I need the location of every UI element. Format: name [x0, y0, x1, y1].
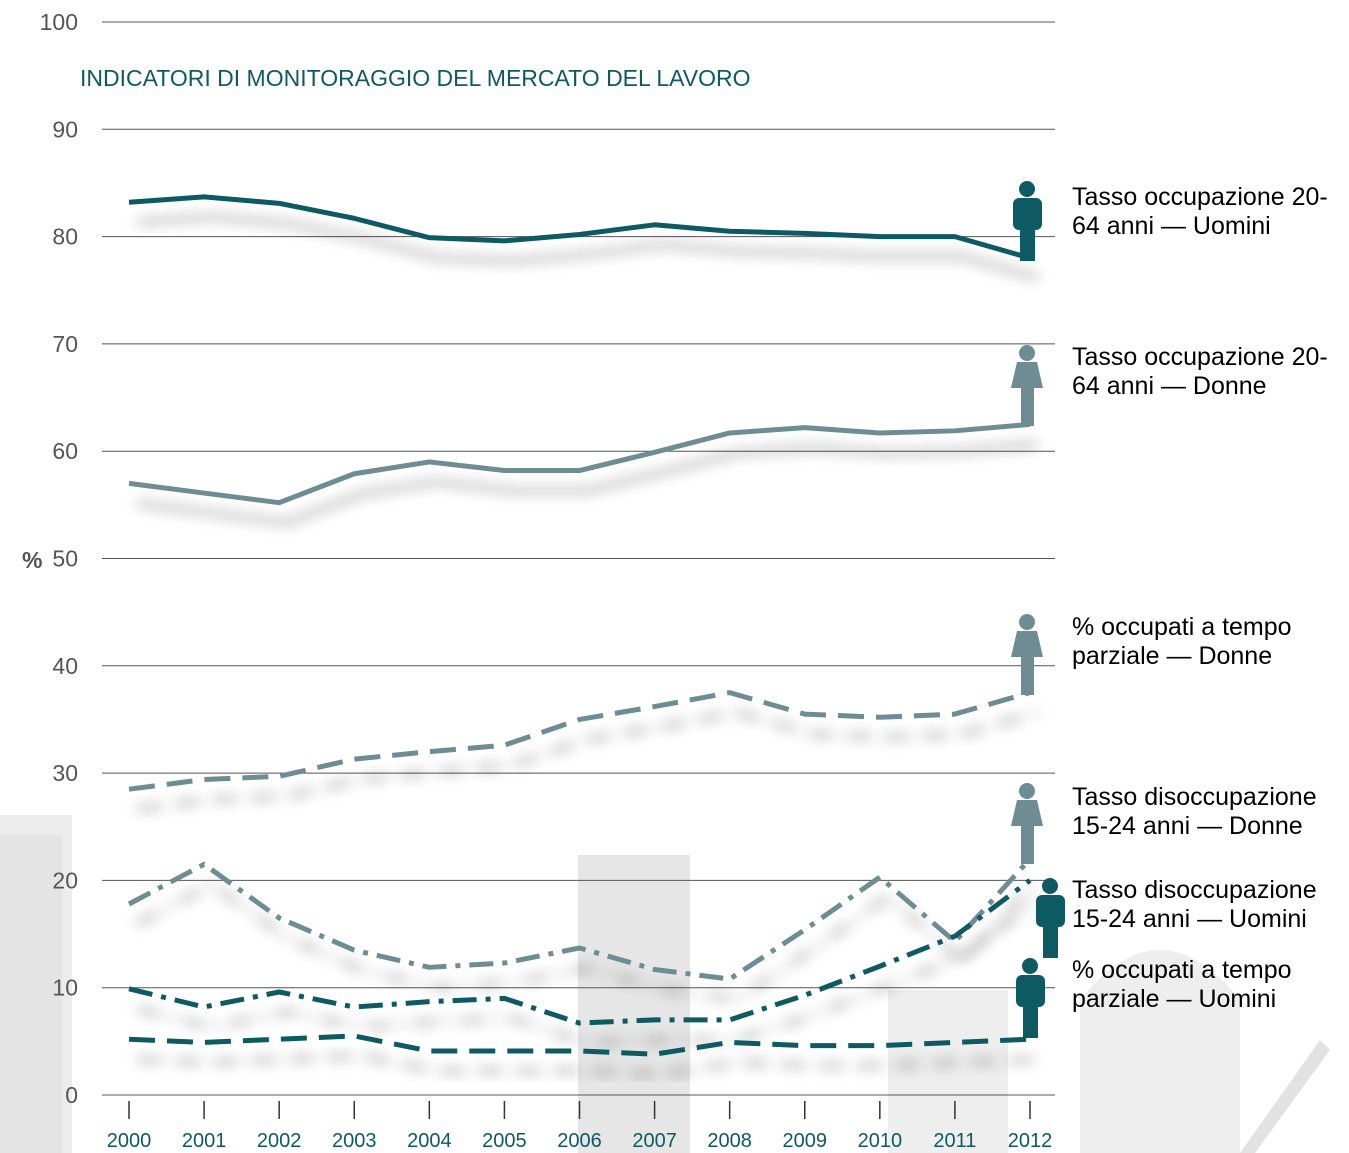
x-tick-label: 2005	[482, 1130, 527, 1152]
y-tick-label: 20	[52, 867, 78, 893]
series-label: Tasso occupazione 20-64 anni — Donne	[1072, 343, 1347, 401]
series-line	[129, 424, 1030, 502]
person-icons	[1011, 181, 1065, 1038]
y-tick-label: 50	[52, 546, 78, 572]
x-tick-label: 2011	[933, 1130, 976, 1152]
x-tick-label: 2006	[557, 1130, 602, 1152]
series-label: Tasso disoccupazione 15-24 anni — Donne	[1072, 783, 1347, 841]
x-tick-label: 2004	[407, 1130, 452, 1152]
x-tick-label: 2012	[1008, 1130, 1053, 1152]
chart-title: INDICATORI DI MONITORAGGIO DEL MERCATO D…	[80, 65, 751, 91]
series-label: % occupati a tempo parziale — Uomini	[1072, 956, 1347, 1014]
series-label: % occupati a tempo parziale — Donne	[1072, 613, 1347, 671]
series-line	[129, 693, 1030, 790]
y-tick-label: 100	[40, 9, 78, 35]
y-axis-label: %	[22, 547, 42, 573]
x-tick-label: 2008	[707, 1130, 752, 1152]
y-tick-label: 30	[52, 760, 78, 786]
series-label: Tasso occupazione 20-64 anni — Uomini	[1072, 183, 1347, 241]
x-tick-label: 2009	[783, 1130, 828, 1152]
y-tick-label: 40	[52, 653, 78, 679]
y-tick-label: 90	[52, 116, 78, 142]
y-tick-label: 70	[52, 331, 78, 357]
x-tick-label: 2002	[257, 1130, 302, 1152]
page: INDICATORI DI MONITORAGGIO DEL MERCATO D…	[0, 0, 1349, 1153]
y-tick-label: 60	[52, 438, 78, 464]
x-tick-label: 2003	[332, 1130, 377, 1152]
y-tick-label: 10	[52, 975, 78, 1001]
x-tick-label: 2001	[182, 1130, 227, 1152]
y-tick-label: 80	[52, 224, 78, 250]
x-tick-label: 2007	[632, 1130, 677, 1152]
series-line	[129, 197, 1030, 258]
x-tick-label: 2010	[858, 1130, 903, 1152]
series-label: Tasso disoccupazione 15-24 anni — Uomini	[1072, 876, 1347, 934]
y-tick-label: 0	[65, 1082, 78, 1108]
x-tick-label: 2000	[107, 1130, 152, 1152]
